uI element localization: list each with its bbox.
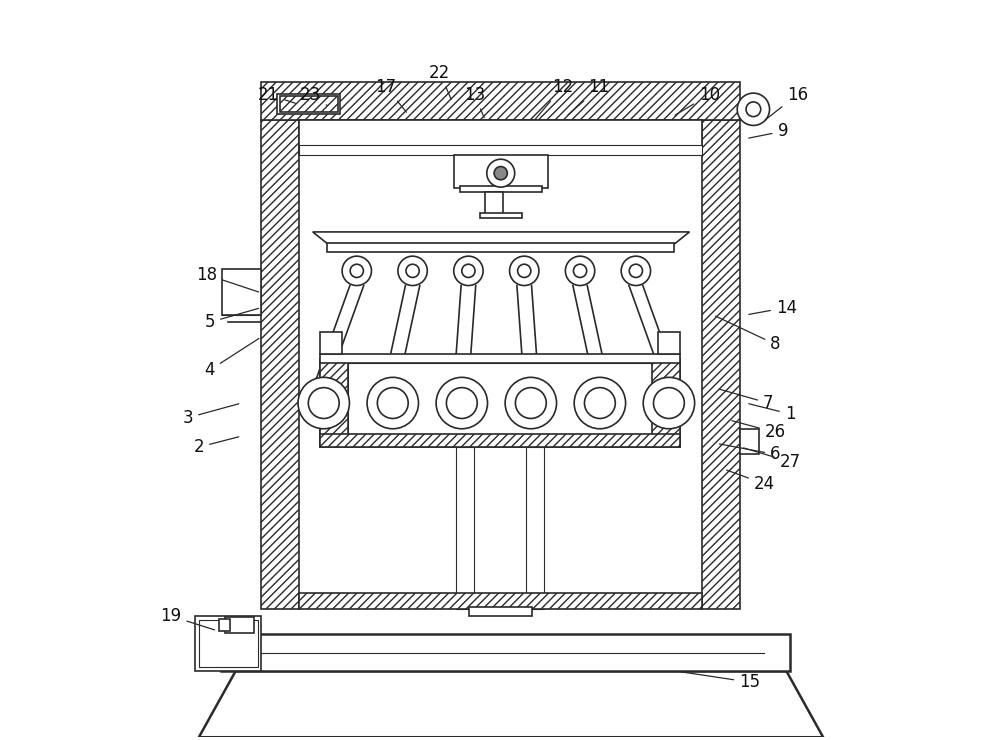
Polygon shape bbox=[299, 145, 702, 155]
Circle shape bbox=[653, 388, 684, 419]
Polygon shape bbox=[348, 363, 652, 434]
Polygon shape bbox=[280, 96, 338, 112]
Circle shape bbox=[377, 388, 408, 419]
Circle shape bbox=[298, 377, 349, 428]
Polygon shape bbox=[199, 619, 258, 667]
Text: 4: 4 bbox=[205, 338, 259, 379]
Circle shape bbox=[621, 256, 651, 286]
Circle shape bbox=[494, 166, 507, 180]
Polygon shape bbox=[526, 447, 544, 609]
Circle shape bbox=[398, 256, 427, 286]
Circle shape bbox=[629, 264, 642, 278]
Polygon shape bbox=[320, 434, 680, 447]
Polygon shape bbox=[320, 354, 680, 363]
Circle shape bbox=[406, 264, 419, 278]
Circle shape bbox=[367, 377, 418, 428]
Polygon shape bbox=[299, 120, 702, 155]
Circle shape bbox=[565, 256, 595, 286]
Polygon shape bbox=[456, 447, 474, 609]
Polygon shape bbox=[658, 332, 680, 354]
Text: 26: 26 bbox=[732, 420, 786, 442]
Circle shape bbox=[505, 377, 557, 428]
Circle shape bbox=[518, 264, 531, 278]
Text: 10: 10 bbox=[675, 86, 720, 115]
Polygon shape bbox=[485, 192, 503, 216]
Polygon shape bbox=[222, 269, 261, 315]
Text: 13: 13 bbox=[464, 86, 485, 118]
Circle shape bbox=[573, 264, 587, 278]
Text: 2: 2 bbox=[194, 437, 239, 456]
Circle shape bbox=[487, 159, 515, 187]
Text: 27: 27 bbox=[744, 448, 801, 471]
Polygon shape bbox=[454, 155, 548, 188]
Text: 6: 6 bbox=[719, 444, 781, 463]
Circle shape bbox=[350, 264, 363, 278]
Text: 12: 12 bbox=[535, 78, 573, 120]
Polygon shape bbox=[460, 186, 542, 192]
Polygon shape bbox=[225, 616, 254, 633]
Circle shape bbox=[462, 264, 475, 278]
Circle shape bbox=[643, 377, 695, 428]
Text: 3: 3 bbox=[183, 404, 239, 427]
Polygon shape bbox=[702, 121, 740, 609]
Circle shape bbox=[746, 102, 761, 117]
Polygon shape bbox=[740, 428, 759, 454]
Circle shape bbox=[308, 388, 339, 419]
Circle shape bbox=[574, 377, 626, 428]
Text: 19: 19 bbox=[160, 607, 215, 630]
Polygon shape bbox=[195, 616, 261, 671]
Text: 23: 23 bbox=[300, 86, 327, 106]
Circle shape bbox=[454, 256, 483, 286]
Text: 1: 1 bbox=[749, 404, 795, 423]
Text: 14: 14 bbox=[749, 298, 797, 317]
Polygon shape bbox=[480, 213, 522, 218]
Polygon shape bbox=[320, 359, 348, 445]
Circle shape bbox=[510, 256, 539, 286]
Polygon shape bbox=[652, 359, 680, 445]
Circle shape bbox=[515, 388, 546, 419]
Text: 17: 17 bbox=[376, 78, 406, 112]
Polygon shape bbox=[320, 359, 680, 447]
Polygon shape bbox=[219, 619, 230, 630]
Text: 18: 18 bbox=[196, 266, 259, 292]
Text: 9: 9 bbox=[749, 122, 788, 141]
Text: 16: 16 bbox=[765, 86, 808, 120]
Text: 15: 15 bbox=[679, 671, 760, 691]
Text: 8: 8 bbox=[716, 316, 781, 353]
Circle shape bbox=[737, 93, 770, 126]
Circle shape bbox=[436, 377, 488, 428]
Circle shape bbox=[446, 388, 477, 419]
Text: 11: 11 bbox=[568, 78, 610, 115]
Text: 21: 21 bbox=[258, 86, 295, 104]
Text: 22: 22 bbox=[429, 64, 451, 99]
Circle shape bbox=[584, 388, 615, 419]
Polygon shape bbox=[313, 232, 689, 243]
Polygon shape bbox=[327, 243, 674, 252]
Polygon shape bbox=[261, 121, 299, 609]
Text: 5: 5 bbox=[205, 309, 259, 332]
Polygon shape bbox=[469, 608, 532, 616]
Polygon shape bbox=[299, 593, 702, 609]
Text: 7: 7 bbox=[719, 389, 773, 412]
Polygon shape bbox=[320, 332, 342, 354]
Text: 24: 24 bbox=[727, 470, 775, 493]
Polygon shape bbox=[199, 671, 823, 737]
Polygon shape bbox=[261, 82, 740, 121]
Polygon shape bbox=[221, 634, 790, 671]
Circle shape bbox=[342, 256, 371, 286]
Polygon shape bbox=[277, 94, 340, 115]
